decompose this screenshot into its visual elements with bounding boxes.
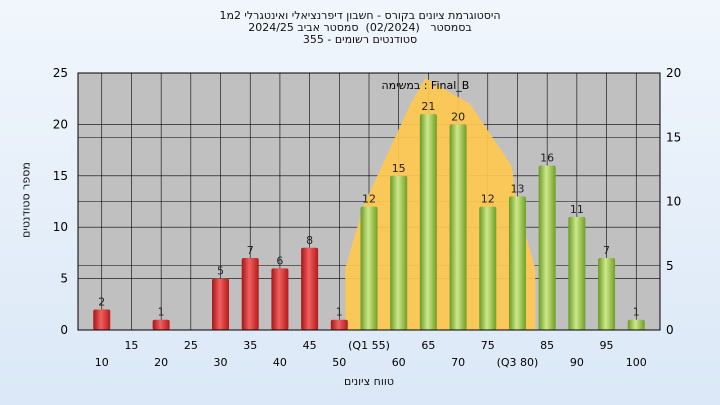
bar-55: [360, 206, 378, 330]
x-tick-label: 10: [95, 356, 109, 369]
bar-value-label: 5: [217, 265, 224, 278]
y-tick-label-left: 25: [53, 66, 68, 80]
x-tick-label: 30: [214, 356, 228, 369]
bar-value-label: 12: [362, 193, 376, 206]
bar-value-label: 21: [421, 100, 435, 113]
bar-value-label: 1: [336, 306, 343, 319]
bar-95: [598, 258, 616, 330]
y-tick-label-right: 5: [666, 259, 674, 273]
bar-value-label: 1: [158, 306, 165, 319]
bar-65: [419, 114, 437, 331]
bar-60: [390, 175, 408, 330]
bar-value-label: 12: [481, 193, 495, 206]
x-tick-label: 90: [570, 356, 584, 369]
bar-30: [212, 278, 230, 330]
bar-value-label: 15: [392, 162, 406, 175]
y-tick-label-right: 15: [666, 130, 681, 144]
bar-value-label: 16: [540, 152, 554, 165]
chart-title: היסטוגרמת ציונים בקורס - חשבון דיפרנציאל…: [219, 9, 501, 22]
bar-40: [271, 268, 289, 330]
bar-value-label: 6: [276, 254, 283, 267]
bar-10: [93, 309, 111, 330]
bar-35: [241, 258, 259, 330]
y-tick-label-left: 15: [53, 169, 68, 183]
x-tick-label: 100: [626, 356, 647, 369]
bar-value-label: 7: [603, 244, 610, 257]
bar-90: [568, 216, 586, 330]
x-tick-label: 25: [184, 339, 198, 352]
bar-value-label: 20: [451, 110, 465, 123]
y-tick-label-right: 0: [666, 323, 674, 337]
x-tick-label: 85: [540, 339, 554, 352]
y-tick-label-left: 10: [53, 220, 68, 234]
bar-100: [627, 319, 645, 330]
x-tick-label: 70: [451, 356, 465, 369]
bar-70: [449, 124, 467, 331]
x-tick-label: 15: [124, 339, 138, 352]
x-tick-label: 45: [303, 339, 317, 352]
bar-75: [479, 206, 497, 330]
bar-20: [152, 319, 170, 330]
y-tick-label-right: 20: [666, 66, 681, 80]
axes: 051015202505101520101520253035404550(Q1 …: [53, 66, 682, 369]
bar-value-label: 7: [247, 244, 254, 257]
x-tick-label: 35: [243, 339, 257, 352]
bar-value-label: 2: [98, 295, 105, 308]
chart-subtitle-students: סטודנטים רשומים - 355: [302, 33, 418, 46]
bar-value-label: 13: [510, 182, 524, 195]
y-tick-label-left: 0: [60, 323, 68, 337]
x-tick-label: 75: [481, 339, 495, 352]
x-axis-label: טווח ציונים: [344, 375, 394, 388]
x-tick-label: 60: [392, 356, 406, 369]
bar-value-label: 8: [306, 234, 313, 247]
bar-45: [301, 247, 319, 330]
x-tick-label: 40: [273, 356, 287, 369]
bar-value-label: 11: [570, 203, 584, 216]
y-tick-label-right: 10: [666, 195, 681, 209]
x-tick-label: 20: [154, 356, 168, 369]
bar-85: [538, 165, 556, 330]
chart-title-block: היסטוגרמת ציונים בקורס - חשבון דיפרנציאל…: [0, 10, 720, 46]
y-tick-label-left: 20: [53, 117, 68, 131]
bar-value-label: 1: [633, 306, 640, 319]
chart-subtitle-semester: בסמסטר (02/2024) סמסטר אביב 2024/25: [248, 21, 472, 34]
x-tick-label: (Q1 55): [348, 339, 390, 352]
x-tick-label: 95: [600, 339, 614, 352]
bar-80: [508, 196, 526, 330]
x-tick-label: 50: [332, 356, 346, 369]
bar-50: [330, 319, 348, 330]
x-tick-label: 65: [421, 339, 435, 352]
task-annotation: במשימה : Final_B: [381, 79, 469, 92]
y-tick-label-left: 5: [60, 272, 68, 286]
y-axis-label: מספר סטודנטים: [19, 162, 33, 238]
x-tick-label: (Q3 80): [497, 356, 539, 369]
plot-frame: [77, 72, 661, 331]
